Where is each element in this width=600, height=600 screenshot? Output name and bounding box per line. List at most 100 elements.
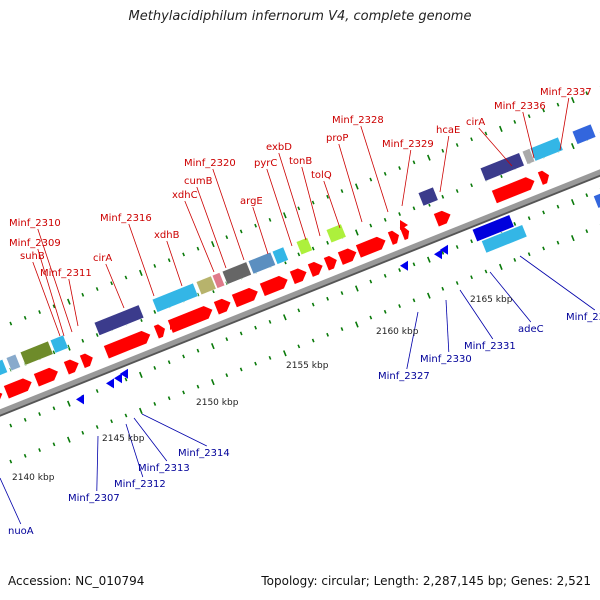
minor-tick [527, 216, 531, 221]
minor-tick [9, 459, 13, 464]
minor-tick [95, 333, 99, 337]
forward-gene-label: tonB [289, 156, 312, 167]
orf-box [479, 152, 525, 182]
major-tick [67, 344, 71, 351]
minor-tick [340, 291, 344, 296]
scale-label: 2150 kbp [196, 398, 239, 408]
reverse-gene-marker [440, 244, 448, 255]
minor-tick [239, 229, 243, 234]
minor-tick [412, 298, 416, 303]
reverse-gene-label: adeC [518, 324, 544, 335]
minor-tick [153, 402, 157, 406]
reverse-callout-line [519, 255, 596, 311]
reverse-callout-line [125, 423, 144, 478]
minor-tick [254, 223, 257, 228]
forward-gene [433, 210, 452, 228]
minor-tick [153, 264, 157, 268]
forward-callout-line [212, 168, 245, 261]
minor-tick [38, 310, 41, 314]
minor-tick [398, 212, 401, 216]
forward-gene-label: Minf_2329 [382, 139, 434, 150]
major-tick [571, 199, 575, 206]
minor-tick [182, 354, 185, 359]
forward-callout-line [559, 97, 570, 151]
minor-tick [311, 246, 315, 251]
forward-callout-line [439, 135, 450, 193]
minor-tick [542, 108, 545, 113]
forward-callout-line [37, 248, 65, 337]
minor-tick [513, 258, 517, 262]
minor-tick [153, 366, 157, 370]
reverse-gene-marker [76, 394, 84, 405]
reverse-callout-line [406, 311, 419, 370]
forward-callout-line [166, 240, 183, 287]
minor-tick [326, 332, 329, 337]
forward-callout-line [128, 223, 155, 297]
minor-tick [81, 430, 85, 435]
major-tick [571, 97, 575, 104]
minor-tick [95, 287, 99, 291]
forward-gene-label: Minf_2336 [494, 101, 546, 112]
forward-gene [491, 176, 536, 205]
reverse-callout-line [133, 417, 168, 462]
minor-tick [167, 258, 171, 263]
minor-tick [585, 229, 589, 234]
reverse-gene-marker [400, 260, 408, 271]
major-tick [211, 241, 215, 248]
reverse-gene-label: Minf_2312 [114, 479, 166, 490]
accession-label: Accession: NC_010794 [8, 574, 145, 588]
forward-gene [0, 389, 4, 408]
minor-tick [153, 310, 157, 314]
major-tick [67, 298, 71, 305]
scale-label: 2165 kbp [470, 295, 513, 305]
forward-callout-line [68, 278, 79, 327]
forward-callout-line [266, 168, 293, 247]
forward-gene-label: Minf_2328 [332, 115, 384, 126]
orf-box [0, 358, 8, 382]
major-tick [427, 292, 431, 299]
minor-tick [484, 131, 488, 136]
minor-tick [412, 262, 416, 267]
minor-tick [196, 246, 200, 251]
backbone-layer [0, 169, 600, 417]
minor-tick [311, 302, 315, 307]
major-tick [427, 256, 431, 263]
minor-tick [23, 453, 27, 458]
reverse-gene-marker [114, 373, 122, 384]
minor-tick [369, 279, 373, 284]
minor-tick [9, 321, 13, 326]
reverse-gene-label: Minf_2314 [178, 448, 230, 459]
forward-gene-label: proP [326, 133, 348, 144]
reverse-callout-line [459, 289, 494, 340]
forward-callout-line [323, 180, 341, 229]
orf-box [521, 148, 536, 165]
major-tick [355, 321, 359, 328]
forward-gene-label: xdhB [154, 230, 180, 241]
minor-tick [542, 210, 545, 215]
reverse-callout-line [0, 477, 22, 525]
minor-tick [441, 194, 445, 199]
major-tick [139, 407, 143, 414]
reverse-gene [593, 188, 600, 209]
forward-gene-marker [170, 320, 178, 330]
forward-gene [537, 170, 550, 186]
minor-tick [52, 406, 56, 411]
minor-tick [81, 338, 85, 343]
minor-tick [182, 390, 185, 395]
minor-tick [383, 171, 387, 176]
scale-label: 2160 kbp [376, 327, 419, 337]
minor-tick [441, 286, 445, 291]
reverse-gene-label: Minf_2331 [464, 341, 516, 352]
minor-tick [527, 114, 531, 119]
label-layer: 2140 kbp 2145 kbp 2150 kbp 2155 kbp 2160 kbp… [8, 87, 600, 537]
orf-box [247, 251, 276, 275]
major-tick [427, 154, 431, 161]
minor-tick [556, 102, 560, 107]
major-tick [283, 350, 287, 357]
minor-tick [38, 448, 41, 452]
forward-gene [79, 352, 94, 369]
minor-tick [52, 442, 56, 447]
minor-tick [470, 239, 473, 244]
orf-box [571, 123, 597, 145]
